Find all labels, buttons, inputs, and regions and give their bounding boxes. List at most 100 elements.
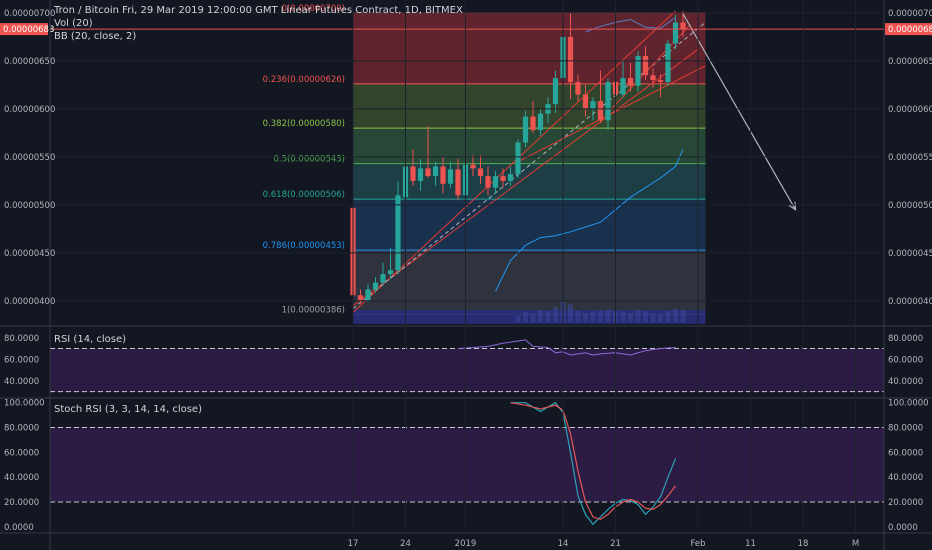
stoch-tick-right: 60.0000	[888, 448, 923, 458]
fib-level-label: 0.618(0.00000506)	[263, 190, 345, 200]
candle-body[interactable]	[635, 56, 641, 86]
candle-body[interactable]	[597, 101, 604, 121]
rsi-label: RSI (14, close)	[54, 334, 127, 345]
fib-level-label: 0.786(0.00000453)	[263, 241, 345, 251]
trend-line[interactable]	[517, 65, 706, 163]
candle-body[interactable]	[492, 176, 499, 188]
stoch-tick-left: 60.0000	[4, 448, 39, 458]
fib-level-label: 0(0.00000700)	[282, 4, 345, 14]
candle-body[interactable]	[680, 22, 686, 30]
y-tick-label-left: 0.00000600	[4, 105, 55, 115]
stoch-tick-left: 100.0000	[4, 399, 45, 409]
candle-body[interactable]	[575, 81, 581, 95]
candle-body[interactable]	[455, 169, 461, 196]
y-tick-label-right: 0.00000500	[888, 201, 932, 211]
x-tick-label: 18	[798, 539, 809, 549]
projection-arrow-line[interactable]	[682, 13, 797, 211]
volume-bar	[583, 313, 588, 322]
candle-body[interactable]	[417, 168, 424, 181]
candle-body[interactable]	[507, 174, 514, 181]
fib-level-label: 0.236(0.00000626)	[263, 75, 345, 85]
candle-body[interactable]	[537, 113, 544, 130]
candle-body[interactable]	[605, 81, 611, 121]
volume-bar	[538, 309, 543, 322]
candle-body[interactable]	[365, 289, 371, 301]
candle-body[interactable]	[387, 270, 394, 275]
candle-body[interactable]	[440, 166, 446, 184]
candle-body[interactable]	[432, 166, 439, 177]
candle-body[interactable]	[500, 176, 506, 181]
rsi-tick-left: 60.0000	[4, 355, 39, 365]
rsi-line	[457, 339, 676, 356]
stoch-rsi-panel[interactable]: 100.0000 100.0000 80.0000 80.0000 60.0000 60.…	[4, 399, 929, 533]
x-tick-label: 14	[558, 539, 569, 549]
candle-body[interactable]	[672, 22, 679, 44]
rsi-band	[50, 348, 884, 392]
stoch-tick-left: 80.0000	[4, 424, 39, 434]
x-tick-label: 17	[348, 539, 359, 549]
candle-body[interactable]	[485, 176, 491, 188]
candle-body[interactable]	[410, 166, 416, 181]
y-tick-label-right: 0.00000550	[888, 153, 932, 163]
y-tick-label-right: 0.00000450	[888, 249, 932, 259]
candle-body[interactable]	[530, 116, 536, 130]
candle-body[interactable]	[395, 195, 401, 271]
candle-body[interactable]	[357, 295, 364, 301]
candle-body[interactable]	[657, 80, 664, 82]
bb-indicator-label: BB (20, close, 2)	[54, 31, 137, 42]
rsi-tick-left: 40.0000	[4, 377, 39, 387]
candle-body[interactable]	[552, 78, 559, 105]
candle-body[interactable]	[470, 164, 476, 169]
rsi-panel[interactable]: 80.0000 80.0000 60.0000 60.0000 40.0000 40.00…	[4, 334, 923, 393]
price-panel[interactable]: 0(0.00000700) 0.236(0.00000626) 0.382(0.00…	[0, 4, 932, 324]
y-tick-label-left: 0.00000400	[4, 297, 55, 307]
stoch-rsi-label: Stoch RSI (3, 3, 14, 14, close)	[54, 404, 202, 415]
candle-body[interactable]	[425, 168, 431, 177]
x-tick-label: 11	[745, 539, 756, 549]
candle-body[interactable]	[567, 36, 574, 82]
y-tick-label-right: 0.00000700	[888, 9, 932, 19]
y-tick-label-right: 0.00000600	[888, 105, 932, 115]
volume-bar	[628, 313, 633, 322]
chart-title: Tron / Bitcoin Fri, 29 Mar 2019 12:00:00…	[54, 5, 463, 16]
volume-bar	[568, 304, 573, 322]
candle-body[interactable]	[372, 282, 379, 290]
candle-body[interactable]	[380, 274, 386, 283]
stoch-tick-right: 80.0000	[888, 424, 923, 434]
y-tick-label-left: 0.00000550	[4, 153, 55, 163]
candle-body[interactable]	[665, 43, 671, 82]
candle-body[interactable]	[447, 169, 454, 184]
volume-bar	[523, 312, 528, 322]
projection-arrow-head	[788, 201, 797, 211]
fib-zone	[353, 128, 706, 164]
volume-bar	[575, 311, 581, 322]
fib-level-label: 0.5(0.00000543)	[273, 155, 345, 165]
candle-body[interactable]	[515, 142, 521, 175]
volume-bar	[545, 311, 551, 322]
y-tick-label-right: 0.00000400	[888, 297, 932, 307]
fib-level-label: 1(0.00000386)	[282, 305, 345, 315]
x-tick-label: 2019	[455, 539, 477, 549]
x-tick-label: 21	[610, 539, 621, 549]
y-tick-label-left: 0.00000700	[4, 9, 55, 19]
fib-zone	[353, 83, 706, 129]
candle-body[interactable]	[620, 78, 626, 95]
volume-bar	[605, 309, 611, 322]
y-tick-label-left: 0.00000500	[4, 201, 55, 211]
candle-body[interactable]	[522, 116, 529, 143]
candle-body[interactable]	[582, 94, 589, 109]
trend-line[interactable]	[352, 48, 699, 307]
stoch-tick-right: 0.0000	[888, 523, 918, 533]
candle-body[interactable]	[590, 101, 596, 109]
candle-body[interactable]	[642, 56, 649, 76]
candle-body[interactable]	[627, 78, 634, 86]
candle-body[interactable]	[650, 75, 656, 81]
y-tick-label-left: 0.00000650	[4, 57, 55, 67]
candle-body[interactable]	[477, 168, 484, 177]
volume-bar	[635, 309, 641, 322]
volume-bar	[515, 315, 521, 322]
rsi-tick-right: 60.0000	[888, 355, 923, 365]
current-price-tag-left	[0, 23, 48, 36]
